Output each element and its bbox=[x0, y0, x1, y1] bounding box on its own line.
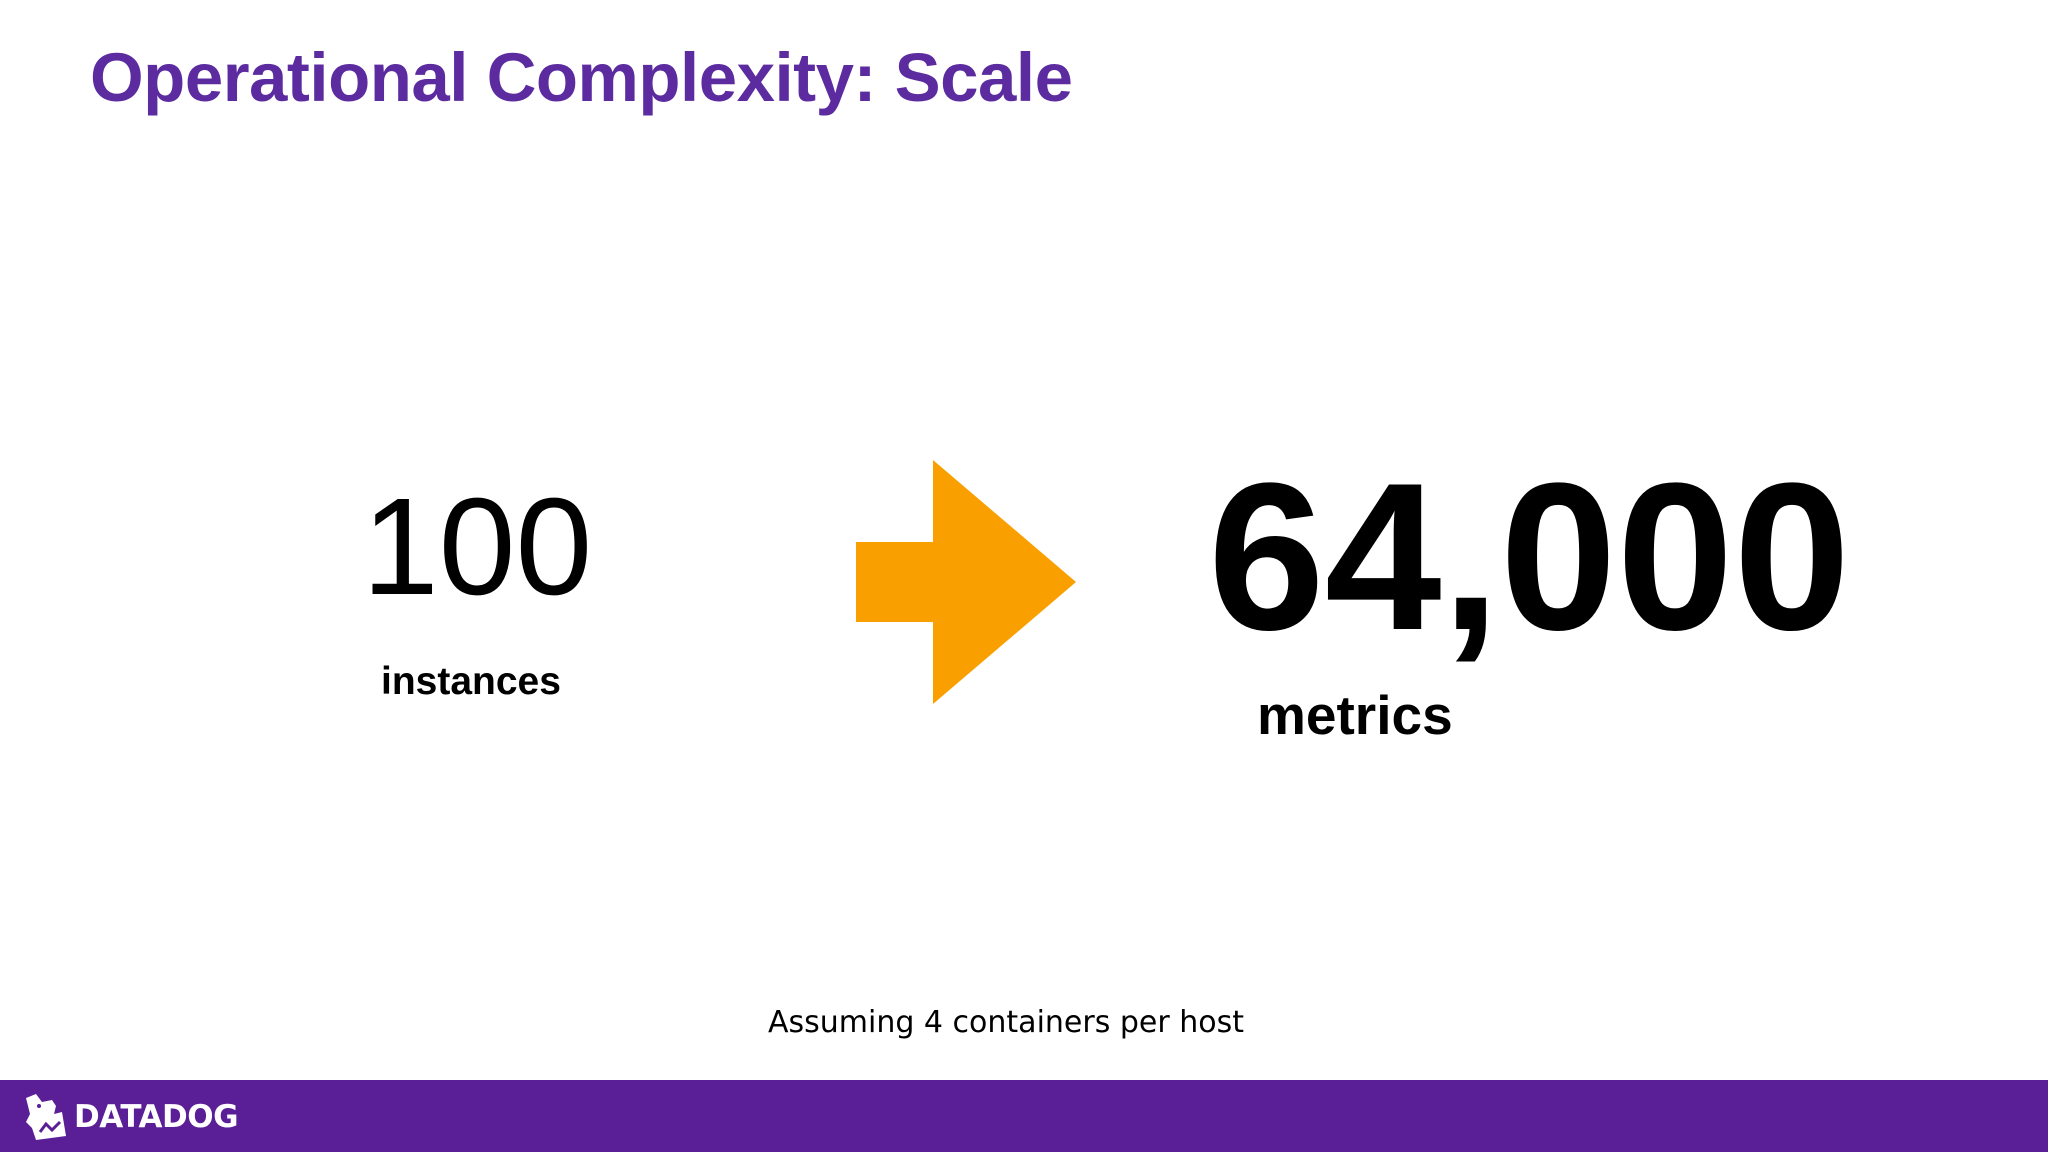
metrics-label: metrics bbox=[1257, 684, 1453, 746]
instances-count: 100 bbox=[362, 470, 593, 624]
slide-title: Operational Complexity: Scale bbox=[90, 39, 1073, 116]
footnote: Assuming 4 containers per host bbox=[767, 1005, 1244, 1040]
instances-label: instances bbox=[381, 660, 561, 703]
dog-icon bbox=[26, 1094, 66, 1140]
footer-bar: DATADOG bbox=[0, 1080, 2048, 1152]
logo-text: DATADOG bbox=[74, 1099, 239, 1135]
datadog-logo: DATADOG bbox=[22, 1092, 239, 1142]
arrow-right-icon bbox=[856, 460, 1076, 704]
metrics-count: 64,000 bbox=[1208, 439, 1851, 674]
